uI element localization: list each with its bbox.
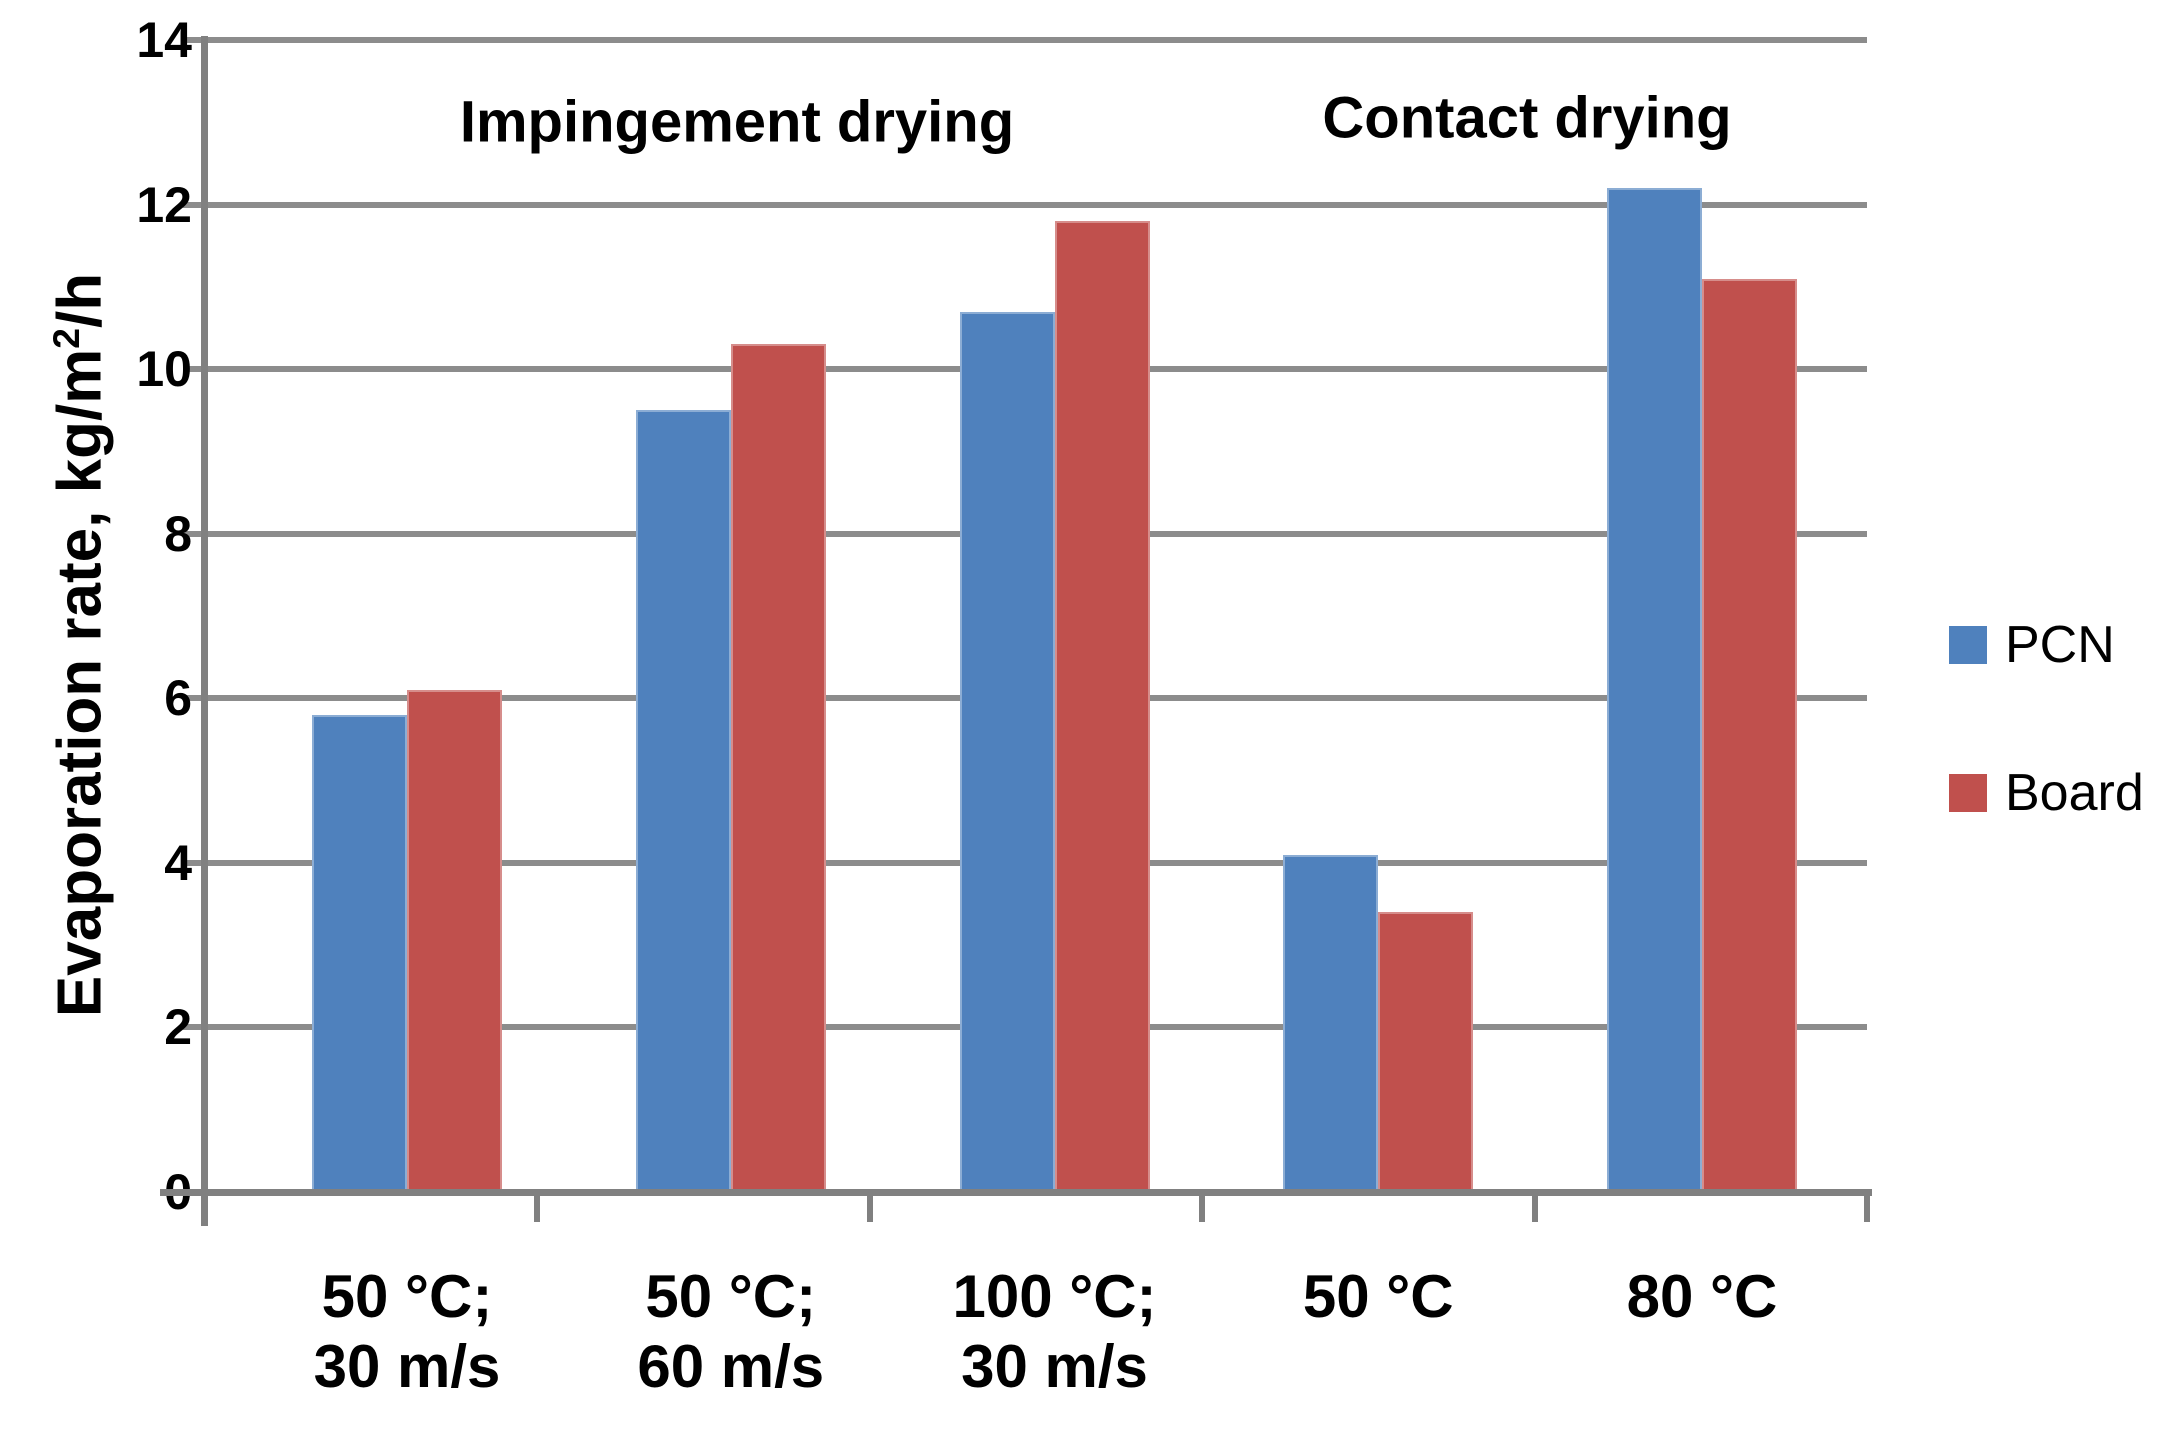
bar-board-1 <box>407 690 502 1192</box>
bar-pcn-4 <box>1283 854 1379 1192</box>
bar-board-3 <box>1054 221 1150 1192</box>
x-category-label: 50 °C; 30 m/s <box>313 1263 501 1401</box>
y-axis-title-unit-suffix: /h <box>45 272 115 328</box>
x-category-label: 100 °C; 30 m/s <box>952 1263 1157 1401</box>
legend: PCN Board <box>1949 615 2144 911</box>
bar-board-5 <box>1702 278 1797 1192</box>
legend-label: Board <box>2005 764 2144 822</box>
x-category-label: 50 °C; 60 m/s <box>637 1263 825 1401</box>
x-category-label: 50 °C <box>1302 1263 1454 1330</box>
x-axis-tick <box>202 1196 208 1222</box>
legend-swatch <box>1949 774 1987 812</box>
gridline <box>183 37 1867 43</box>
x-axis-tick <box>866 1196 873 1222</box>
x-axis-line <box>160 1189 1872 1196</box>
y-axis-title: Evaporation rate, kg/m2/h <box>45 273 116 1017</box>
bar-board-4 <box>1378 912 1474 1192</box>
x-axis-tick <box>1864 1196 1870 1222</box>
legend-label: PCN <box>2005 616 2115 674</box>
x-axis-tick <box>1531 1196 1538 1222</box>
bar-pcn-2 <box>635 410 731 1192</box>
bar-pcn-5 <box>1607 188 1702 1192</box>
annotation: Impingement drying <box>459 89 1015 155</box>
y-axis-title-superscript: 2 <box>44 328 87 349</box>
y-axis-line <box>201 36 208 1226</box>
bar-pcn-3 <box>959 311 1055 1192</box>
x-axis-tick <box>1199 1196 1206 1222</box>
gridline <box>183 201 1867 208</box>
plot-area: Impingement drying Contact drying <box>160 36 1872 1226</box>
bar-board-2 <box>730 344 826 1192</box>
legend-swatch <box>1949 626 1987 664</box>
bar-pcn-1 <box>312 714 407 1192</box>
y-axis-title-text: Evaporation rate, kg/m <box>45 348 115 1018</box>
legend-item-board: Board <box>1949 763 2144 823</box>
x-category-label: 80 °C <box>1626 1263 1778 1330</box>
legend-item-pcn: PCN <box>1949 615 2144 675</box>
x-axis-tick <box>534 1196 541 1222</box>
annotation: Contact drying <box>1322 85 1732 151</box>
